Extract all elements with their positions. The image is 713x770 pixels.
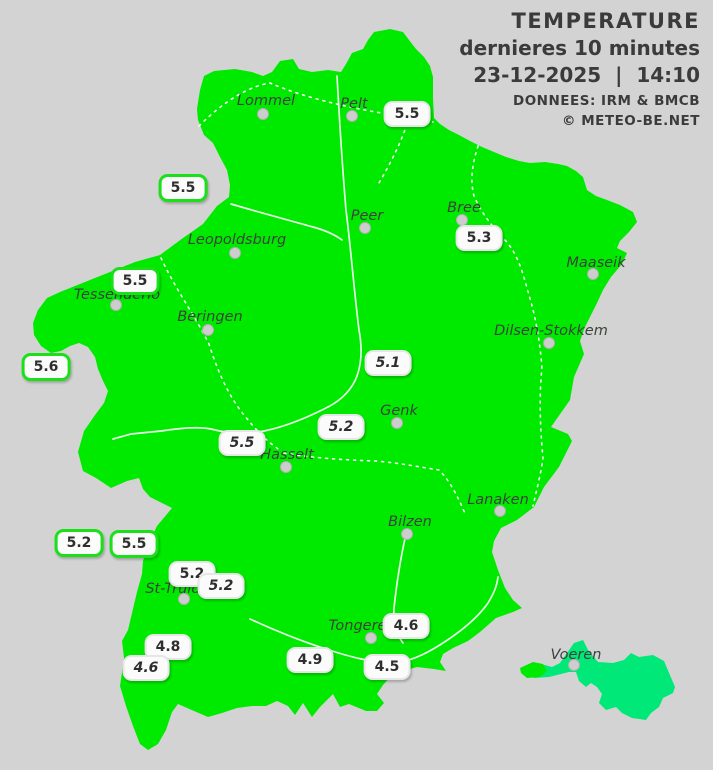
city-dot — [110, 299, 122, 311]
temperature-badge: 5.5 — [218, 430, 266, 456]
city-dot — [543, 337, 555, 349]
temperature-badge: 5.1 — [364, 350, 412, 376]
map-title: TEMPERATURE — [511, 9, 700, 33]
city-dot — [257, 108, 269, 120]
copyright-text: © METEO-BE.NET — [562, 113, 700, 129]
temperature-badge: 5.6 — [21, 353, 71, 381]
temperature-badge: 4.6 — [382, 613, 430, 639]
city-label: Peer — [350, 208, 384, 224]
city-dot — [346, 110, 358, 122]
temperature-badge: 5.5 — [109, 530, 159, 558]
city-dot — [494, 505, 506, 517]
data-source-credit: DONNEES: IRM & BMCB — [513, 93, 700, 109]
temperature-badge: 5.5 — [383, 101, 431, 127]
temperature-badge: 5.5 — [110, 267, 160, 295]
temperature-badge: 4.9 — [286, 647, 334, 673]
city-dot — [280, 461, 292, 473]
city-label: Lanaken — [467, 492, 529, 508]
city-dot — [391, 417, 403, 429]
city-label: Maaseik — [566, 255, 626, 271]
map-header: TEMPERATURE dernieres 10 minutes 23-12-2… — [459, 8, 700, 131]
city-dot — [587, 268, 599, 280]
city-dot — [365, 632, 377, 644]
city-label: Tongeren — [328, 618, 396, 634]
temperature-badge: 5.5 — [158, 174, 208, 202]
voeren-shape — [524, 640, 675, 720]
city-dot — [568, 659, 580, 671]
city-label: Leopoldsburg — [187, 232, 287, 248]
temperature-badge: 4.6 — [122, 655, 170, 681]
temperature-badge: 5.2 — [317, 414, 365, 440]
city-dot — [229, 247, 241, 259]
city-label: Beringen — [177, 309, 243, 325]
city-dot — [401, 528, 413, 540]
city-dot — [359, 222, 371, 234]
map-subtitle: dernieres 10 minutes — [459, 36, 700, 60]
temperature-badge: 5.2 — [54, 529, 104, 557]
map-datetime: 23-12-2025 | 14:10 — [473, 63, 700, 87]
city-label: Hasselt — [260, 447, 314, 463]
city-label: Bilzen — [388, 514, 432, 530]
city-label: Pelt — [340, 96, 368, 112]
voeren-west-tip-shape — [520, 662, 547, 678]
city-label: Voeren — [550, 647, 602, 663]
city-label: Bree — [447, 200, 481, 216]
temperature-badge: 4.5 — [363, 654, 411, 680]
city-label: Lommel — [236, 93, 296, 109]
city-label: Dilsen-Stokkem — [494, 323, 608, 339]
city-dot — [178, 593, 190, 605]
city-label: Genk — [380, 403, 418, 419]
temperature-badge: 5.2 — [197, 573, 245, 599]
city-dot — [202, 324, 214, 336]
temperature-badge: 5.3 — [455, 225, 503, 251]
